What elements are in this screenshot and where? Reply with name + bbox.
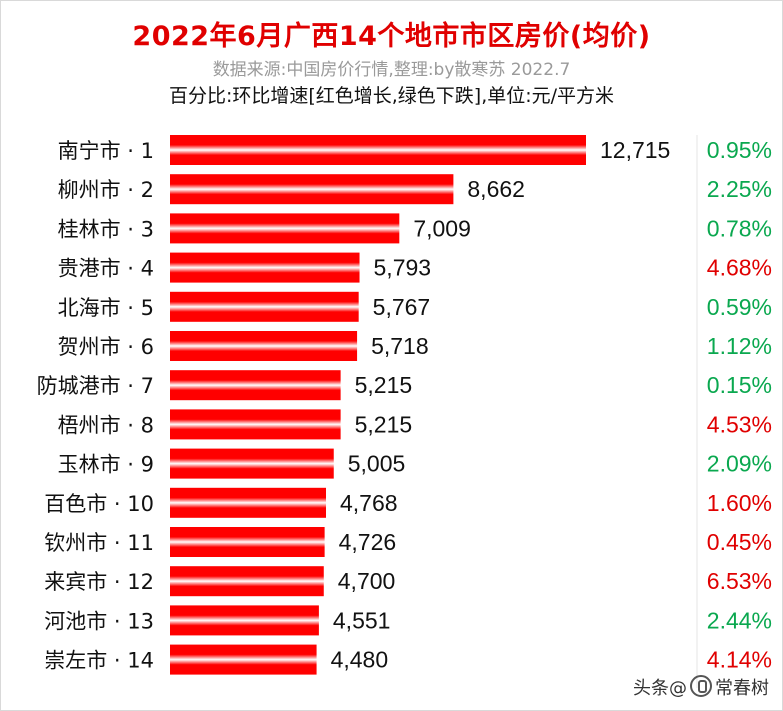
- chart-title: 2022年6月广西14个地市市区房价(均价): [132, 21, 651, 52]
- category-label: 梧州市 · 8: [58, 413, 154, 437]
- value-label: 5,767: [373, 294, 431, 320]
- category-label: 贵港市 · 4: [58, 257, 154, 281]
- bar: [170, 487, 326, 518]
- value-label: 5,793: [374, 255, 432, 281]
- value-label: 4,700: [338, 568, 396, 594]
- mom-change-label: 2.44%: [707, 607, 772, 633]
- bar: [170, 566, 324, 597]
- mom-change-label: 0.95%: [707, 137, 772, 163]
- value-label: 5,215: [355, 411, 413, 437]
- mom-change-label: 1.12%: [707, 333, 772, 359]
- watermark-at: @: [669, 678, 687, 699]
- watermark-prefix: 头条: [633, 678, 669, 699]
- watermark: 头条@ 常春树: [633, 674, 769, 700]
- category-label: 百色市 · 10: [44, 492, 154, 516]
- category-label: 贺州市 · 6: [58, 335, 154, 359]
- value-label: 4,726: [339, 529, 397, 555]
- mom-change-label: 4.14%: [707, 647, 772, 673]
- chart-source: 数据来源:中国房价行情,整理:by散寒苏 2022.7: [212, 60, 571, 80]
- mom-change-label: 6.53%: [707, 568, 772, 594]
- category-label: 河池市 · 13: [44, 609, 154, 633]
- category-label: 柳州市 · 2: [58, 178, 154, 202]
- bar: [170, 331, 358, 361]
- value-label: 4,768: [340, 490, 398, 516]
- category-label: 钦州市 · 11: [44, 531, 154, 555]
- bar: [170, 448, 334, 479]
- value-label: 5,215: [355, 372, 413, 398]
- value-label: 7,009: [413, 215, 471, 241]
- mom-change-label: 4.68%: [707, 255, 772, 281]
- mom-change-label: 1.60%: [707, 490, 772, 516]
- mom-change-label: 0.15%: [707, 372, 772, 398]
- bar: [170, 252, 360, 283]
- mom-change-label: 4.53%: [707, 411, 772, 437]
- value-label: 12,715: [600, 137, 670, 163]
- bar: [170, 409, 341, 440]
- category-label: 来宾市 · 12: [44, 570, 154, 594]
- watermark-author: 常春树: [715, 678, 769, 699]
- mom-change-label: 0.59%: [707, 294, 772, 320]
- mom-change-label: 0.45%: [707, 529, 772, 555]
- category-label: 崇左市 · 14: [44, 649, 154, 673]
- category-label: 桂林市 · 3: [58, 217, 154, 241]
- chart-legend-note: 百分比:环比增速[红色增长,绿色下跌],单位:元/平方米: [168, 85, 615, 107]
- watermark-logo-icon: [690, 675, 712, 697]
- value-label: 8,662: [467, 176, 525, 202]
- value-label: 4,551: [333, 607, 391, 633]
- bar: [170, 527, 325, 557]
- bar: [170, 291, 359, 322]
- mom-change-label: 2.09%: [707, 451, 772, 477]
- category-label: 防城港市 · 7: [37, 374, 154, 398]
- value-label: 5,718: [371, 333, 429, 359]
- bar: [170, 213, 400, 244]
- mom-change-label: 2.25%: [707, 176, 772, 202]
- value-label: 5,005: [348, 451, 406, 477]
- bar: [170, 644, 317, 675]
- bar: [170, 605, 319, 636]
- bar: [170, 174, 454, 205]
- bar: [170, 135, 586, 165]
- bar: [170, 370, 341, 401]
- mom-change-label: 0.78%: [707, 215, 772, 241]
- category-label: 北海市 · 5: [58, 296, 154, 320]
- category-label: 玉林市 · 9: [58, 453, 154, 477]
- value-label: 4,480: [331, 647, 389, 673]
- category-label: 南宁市 · 1: [58, 139, 154, 163]
